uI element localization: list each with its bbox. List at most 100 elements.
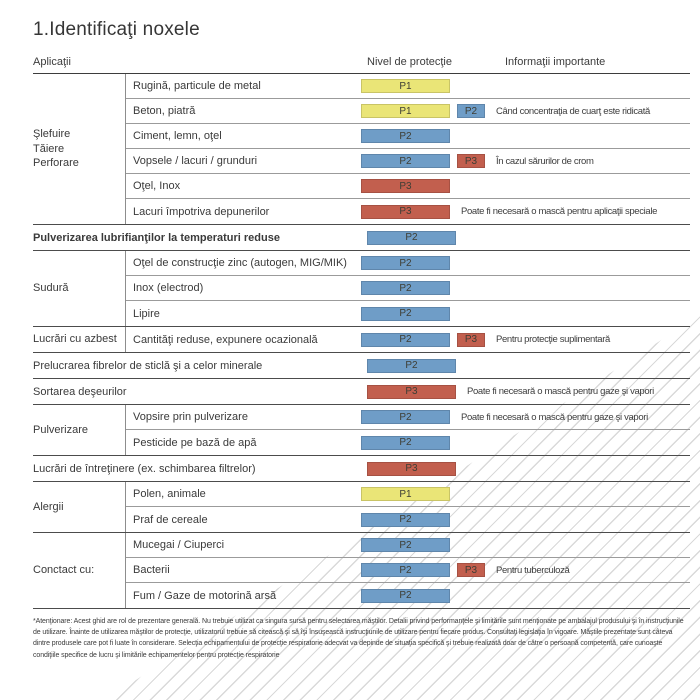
row-label: Praf de cereale: [133, 513, 208, 526]
group-label: Alergii: [33, 500, 64, 513]
table-row: Rugină, particule de metal P1: [126, 74, 690, 99]
row-label: Lucrări de întreţinere (ex. schimbarea f…: [33, 462, 256, 475]
group-rows: Cantităţi reduse, expunere ocazională P2 P…: [125, 327, 690, 352]
table-row: Fum / Gaze de motorină arsă P2: [126, 583, 690, 608]
protection-badge-main: P2: [367, 230, 456, 245]
page-title: 1.Identificaţi noxele: [33, 19, 200, 40]
group-label: Şlefuire Tăiere Perforare: [33, 127, 79, 170]
row-label: Oţel, Inox: [133, 180, 181, 192]
protection-badge-extra: P3: [457, 154, 485, 168]
table-row: Bacterii P2 P3 Pentru tuberculoză: [126, 558, 690, 583]
table-group: Prelucrarea fibrelor de sticlă şi a celo…: [33, 353, 690, 379]
row-info-text: Poate fi necesară o mască pentru gaze şi…: [461, 411, 648, 423]
row-label: Pesticide pe bază de apă: [133, 436, 257, 449]
row-label: Bacterii: [133, 564, 170, 576]
row-label: Lacuri împotriva depunerilor: [133, 205, 270, 218]
protection-badge-main: P2: [361, 332, 450, 347]
table-row: Ciment, lemn, oţel P2: [126, 124, 690, 149]
table-row: Lipire P2: [126, 301, 690, 326]
table-row: Pesticide pe bază de apă P2: [126, 430, 690, 455]
row-label: Vopsele / lacuri / grunduri: [133, 155, 258, 167]
protection-badge-main: P3: [367, 384, 456, 399]
protection-badge-extra: P3: [457, 563, 485, 577]
row-label: Beton, piatră: [133, 105, 196, 117]
row-label: Fum / Gaze de motorină arsă: [133, 589, 277, 602]
table-header-row: Aplicaţii Nivel de protecţie Informaţii …: [33, 56, 690, 74]
protection-badge-main: P2: [361, 410, 450, 424]
table-row: Lacuri împotriva depunerilor P3 Poate fi n…: [126, 199, 690, 224]
protection-badge-main: P1: [361, 79, 450, 93]
row-label: Oţel de construcţie zinc (autogen, MIG/M…: [133, 257, 347, 269]
table-group: Pulverizare Vopsire prin pulverizare P2 Poa…: [33, 405, 690, 456]
table-row: Sortarea deşeurilor P3 Poate fi necesară o…: [33, 379, 690, 404]
row-label: Mucegai / Ciuperci: [133, 539, 225, 551]
table-group: Alergii Polen, animale P1 Praf de cereale P2: [33, 482, 690, 533]
protection-badge-extra: P2: [457, 104, 485, 118]
protection-badge-extra: P3: [457, 332, 485, 347]
row-label: Prelucrarea fibrelor de sticlă şi a celo…: [33, 359, 263, 372]
protection-badge-main: P3: [367, 461, 456, 476]
group-rows: Pulverizarea lubrifianţilor la temperatu…: [33, 225, 690, 250]
header-applications: Aplicaţii: [33, 56, 71, 68]
header-important-info: Informaţii importante: [505, 56, 606, 68]
protection-badge-main: P2: [367, 358, 456, 373]
row-label: Ciment, lemn, oţel: [133, 130, 222, 142]
group-rows: Polen, animale P1 Praf de cereale P2: [125, 482, 690, 532]
table-row: Oţel de construcţie zinc (autogen, MIG/M…: [126, 251, 690, 276]
row-label: Pulverizarea lubrifianţilor la temperatu…: [33, 231, 280, 244]
group-rows: Sortarea deşeurilor P3 Poate fi necesară o…: [33, 379, 690, 404]
protection-badge-main: P2: [361, 538, 450, 552]
protection-badge-main: P1: [361, 104, 450, 118]
group-rows: Mucegai / Ciuperci P2 Bacterii P2 P3 Pentru t…: [125, 533, 690, 608]
group-label: Conctact cu:: [33, 564, 95, 577]
protection-badge-main: P2: [361, 256, 450, 270]
guide-page: 1.Identificaţi noxele Aplicaţii Nivel de…: [33, 19, 690, 659]
row-info-text: Poate fi necesară o mască pentru gaze şi…: [467, 386, 654, 397]
protection-table: Aplicaţii Nivel de protecţie Informaţii …: [33, 56, 690, 609]
row-info-text: În cazul sărurilor de crom: [496, 155, 594, 167]
group-label: Sudură: [33, 282, 69, 295]
protection-badge-main: P2: [361, 435, 450, 450]
group-rows: Oţel de construcţie zinc (autogen, MIG/M…: [125, 251, 690, 326]
table-row: Oţel, Inox P3: [126, 174, 690, 199]
table-group: Şlefuire Tăiere Perforare Rugină, particu…: [33, 74, 690, 225]
table-row: Pulverizarea lubrifianţilor la temperatu…: [33, 225, 690, 250]
table-row: Polen, animale P1: [126, 482, 690, 507]
table-row: Lucrări de întreţinere (ex. schimbarea f…: [33, 456, 690, 481]
disclaimer-footnote: *Atenţionare: Acest ghid are rol de prez…: [33, 618, 684, 659]
group-rows: Lucrări de întreţinere (ex. schimbarea f…: [33, 456, 690, 481]
group-rows: Prelucrarea fibrelor de sticlă şi a celo…: [33, 353, 690, 378]
table-group: Sudură Oţel de construcţie zinc (autogen,…: [33, 251, 690, 327]
row-label: Vopsire prin pulverizare: [133, 411, 248, 423]
table-row: Cantităţi reduse, expunere ocazională P2 P…: [126, 327, 690, 352]
table-row: Prelucrarea fibrelor de sticlă şi a celo…: [33, 353, 690, 378]
row-label: Rugină, particule de metal: [133, 80, 261, 92]
row-label: Inox (electrod): [133, 282, 204, 294]
table-group: Pulverizarea lubrifianţilor la temperatu…: [33, 225, 690, 251]
table-row: Mucegai / Ciuperci P2: [126, 533, 690, 558]
protection-badge-main: P2: [361, 154, 450, 168]
protection-badge-main: P2: [361, 588, 450, 603]
group-rows: Vopsire prin pulverizare P2 Poate fi neces…: [125, 405, 690, 455]
row-info-text: Pentru protecţie suplimentară: [496, 334, 610, 345]
protection-badge-main: P3: [361, 204, 450, 219]
row-label: Sortarea deşeurilor: [33, 385, 127, 398]
protection-badge-main: P2: [361, 512, 450, 527]
group-label: Pulverizare: [33, 423, 89, 436]
row-info-text: Poate fi necesară o mască pentru aplicaţ…: [461, 206, 658, 217]
protection-badge-main: P3: [361, 179, 450, 193]
table-row: Inox (electrod) P2: [126, 276, 690, 301]
table-row: Vopsire prin pulverizare P2 Poate fi neces…: [126, 405, 690, 430]
row-label: Lipire: [133, 307, 160, 320]
table-row: Vopsele / lacuri / grunduri P2 P3 În cazul …: [126, 149, 690, 174]
group-label: Lucrări cu azbest: [33, 333, 117, 346]
row-label: Cantităţi reduse, expunere ocazională: [133, 333, 318, 346]
protection-badge-main: P2: [361, 306, 450, 321]
table-group: Lucrări cu azbest Cantităţi reduse, expun…: [33, 327, 690, 353]
protection-badge-main: P1: [361, 487, 450, 501]
header-protection-level: Nivel de protecţie: [367, 56, 452, 68]
group-rows: Rugină, particule de metal P1 Beton, piatr…: [125, 74, 690, 224]
table-body: Şlefuire Tăiere Perforare Rugină, particu…: [33, 74, 690, 609]
protection-badge-main: P2: [361, 281, 450, 295]
